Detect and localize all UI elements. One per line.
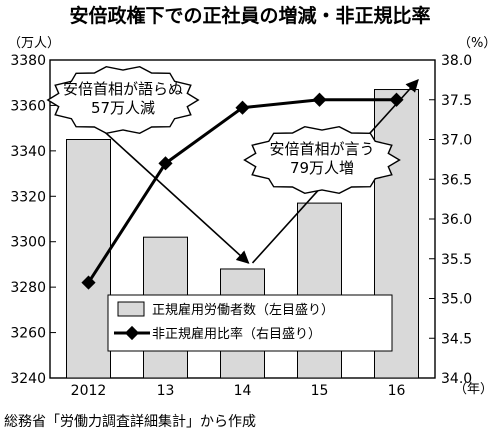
left-tick-label: 3320 xyxy=(10,189,46,205)
legend-line-label: 非正規雇用比率（右目盛り） xyxy=(152,326,321,342)
series-point xyxy=(312,92,327,107)
callout-burst-left xyxy=(46,65,200,135)
right-tick-label: 36.0 xyxy=(441,212,472,228)
callout-left-text: 57万人減 xyxy=(91,99,155,117)
series-point xyxy=(81,275,96,290)
left-tick-label: 3380 xyxy=(10,53,46,69)
x-tick-label: 14 xyxy=(234,383,252,399)
right-tick-label: 36.5 xyxy=(441,172,472,188)
right-tick-label: 35.5 xyxy=(441,252,472,268)
series-point xyxy=(158,156,173,171)
chart-title: 安倍政権下での正社員の増減・非正規比率 xyxy=(69,4,430,27)
legend-bar-swatch xyxy=(117,301,145,317)
right-axis-unit: （%） xyxy=(458,36,496,51)
series-point xyxy=(389,92,404,107)
right-tick-label: 37.5 xyxy=(441,93,472,109)
callout-right-text: 安倍首相が言う xyxy=(269,140,374,158)
x-tick-label: 15 xyxy=(311,383,329,399)
right-tick-label: 34.0 xyxy=(441,371,472,387)
right-tick-label: 38.0 xyxy=(441,53,472,69)
x-axis-unit: （年） xyxy=(454,382,493,397)
callout-burst-right xyxy=(243,125,401,195)
decline-arrow xyxy=(95,123,250,264)
legend-box xyxy=(107,294,393,352)
legend-line-marker xyxy=(124,325,140,341)
x-tick-label: 13 xyxy=(157,383,175,399)
right-tick-label: 37.0 xyxy=(441,133,472,149)
left-tick-label: 3360 xyxy=(10,98,46,114)
x-tick-label: 2012 xyxy=(71,383,107,399)
left-tick-label: 3240 xyxy=(10,371,46,387)
left-axis-unit: （万人） xyxy=(8,36,60,51)
left-tick-label: 3260 xyxy=(10,326,46,342)
callout-right-text: 79万人増 xyxy=(290,159,354,177)
callout-left-text: 安倍首相が語らぬ xyxy=(63,80,183,98)
x-tick-label: 16 xyxy=(388,383,406,399)
legend-bar-label: 正規雇用労働者数（左目盛り） xyxy=(152,302,334,318)
right-tick-label: 35.0 xyxy=(441,292,472,308)
bar xyxy=(297,202,342,379)
right-tick-label: 34.5 xyxy=(441,331,472,347)
left-tick-label: 3280 xyxy=(10,280,46,296)
source-note: 総務省「労働力調査詳細集計」から作成 xyxy=(4,413,256,430)
left-tick-label: 3300 xyxy=(10,235,46,251)
left-tick-label: 3340 xyxy=(10,144,46,160)
